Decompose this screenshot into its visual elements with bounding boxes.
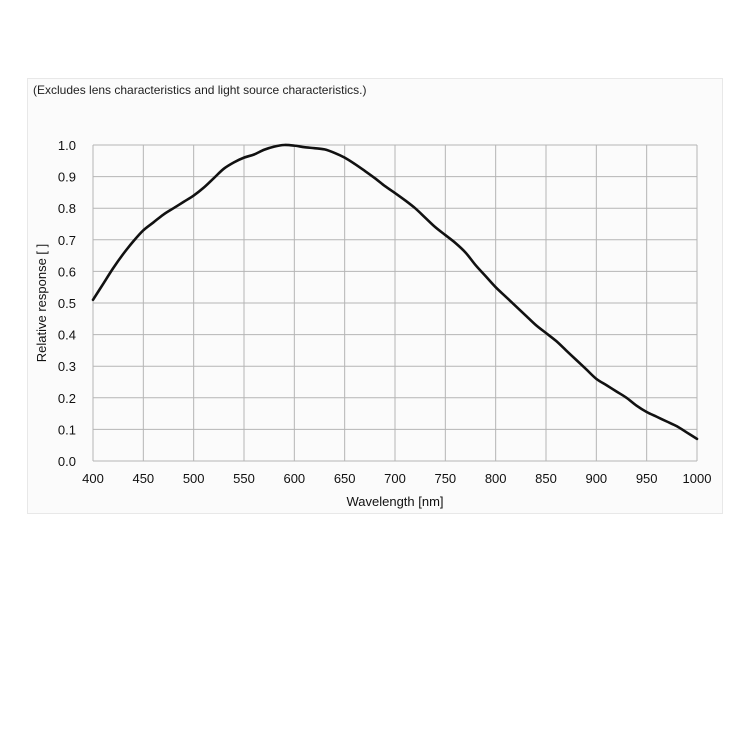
x-tick-label: 450 (132, 471, 154, 486)
x-tick-label: 1000 (683, 471, 712, 486)
y-tick-label: 0.5 (58, 296, 76, 311)
x-tick-label: 700 (384, 471, 406, 486)
x-tick-label: 900 (585, 471, 607, 486)
x-tick-label: 550 (233, 471, 255, 486)
y-tick-label: 0.7 (58, 233, 76, 248)
y-tick-label: 0.0 (58, 454, 76, 469)
x-tick-label: 500 (183, 471, 205, 486)
y-tick-label: 1.0 (58, 138, 76, 153)
x-tick-labels: 400 450 500 550 600 650 700 750 800 850 900 950 1000 (82, 471, 711, 486)
chart-grid (92, 144, 698, 462)
y-tick-label: 0.8 (58, 201, 76, 216)
x-tick-label: 600 (283, 471, 305, 486)
x-axis-title: Wavelength [nm] (346, 494, 443, 509)
y-tick-label: 0.6 (58, 264, 76, 279)
y-axis-title: Relative response [ ] (34, 244, 49, 363)
y-tick-labels: 0.0 0.1 0.2 0.3 0.4 0.5 0.6 0.7 0.8 0.9 1.0 (58, 138, 76, 469)
x-tick-label: 400 (82, 471, 104, 486)
x-tick-label: 800 (485, 471, 507, 486)
x-tick-label: 850 (535, 471, 557, 486)
x-tick-label: 950 (636, 471, 658, 486)
y-tick-label: 0.2 (58, 391, 76, 406)
y-tick-label: 0.1 (58, 422, 76, 437)
y-tick-label: 0.3 (58, 359, 76, 374)
x-tick-label: 650 (334, 471, 356, 486)
response-curve (91, 143, 699, 441)
y-tick-label: 0.9 (58, 170, 76, 185)
y-tick-label: 0.4 (58, 328, 76, 343)
x-tick-label: 750 (434, 471, 456, 486)
chart-note: (Excludes lens characteristics and light… (33, 83, 367, 97)
